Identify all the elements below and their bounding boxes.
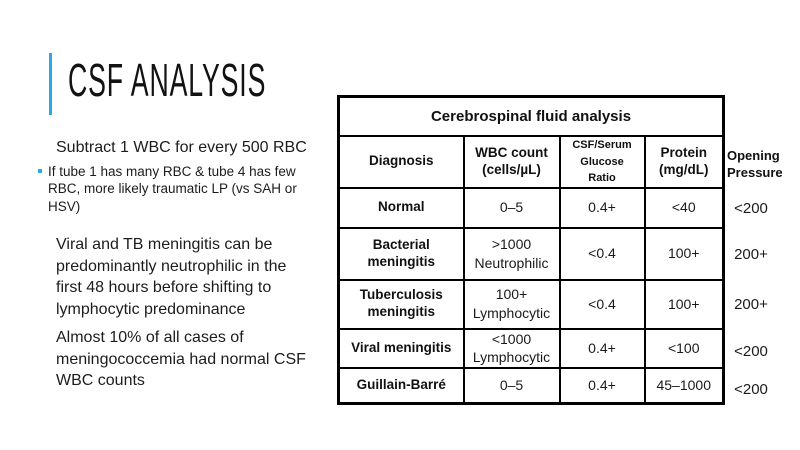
opening-pressure-header: Opening Pressure bbox=[727, 148, 783, 180]
note-subtract-wbc: Subtract 1 WBC for every 500 RBC bbox=[56, 139, 307, 156]
note-traumatic-lp: If tube 1 has many RBC & tube 4 has few … bbox=[48, 163, 297, 214]
note-viral-tb-meningitis: Viral and TB meningitis can be predomina… bbox=[56, 236, 287, 318]
glucose-cell: <0.4 bbox=[558, 226, 646, 281]
csf-analysis-table: Cerebrospinal fluid analysis Diagnosis W… bbox=[337, 95, 725, 405]
opening-pressure-value: 200+ bbox=[734, 296, 768, 313]
protein-cell: 100+ bbox=[643, 278, 725, 330]
wbc-cell: <1000 Lymphocytic bbox=[462, 327, 561, 370]
table-row-normal: Normal 0–5 0.4+ <40 bbox=[337, 186, 725, 229]
opening-pressure-value: 200+ bbox=[734, 246, 768, 263]
notes-panel: Subtract 1 WBC for every 500 RBC If tube… bbox=[38, 137, 338, 392]
protein-cell: <40 bbox=[643, 186, 725, 229]
diagnosis-cell: Tuberculosis meningitis bbox=[337, 278, 465, 330]
protein-cell: 100+ bbox=[643, 226, 725, 281]
wbc-cell: 100+ Lymphocytic bbox=[462, 278, 561, 330]
note-meningococcemia: Almost 10% of all cases of meningococcem… bbox=[56, 329, 306, 389]
bullet-square-icon bbox=[38, 168, 42, 173]
protein-cell: 45–1000 bbox=[643, 367, 725, 405]
glucose-cell: 0.4+ bbox=[558, 327, 646, 370]
glucose-cell: <0.4 bbox=[558, 278, 646, 330]
diagnosis-cell: Viral meningitis bbox=[337, 327, 465, 370]
glucose-cell: 0.4+ bbox=[558, 367, 646, 405]
table-header-row: Diagnosis WBC count (cells/µL) CSF/Serum… bbox=[337, 135, 725, 189]
wbc-cell: 0–5 bbox=[462, 367, 561, 405]
opening-pressure-value: <200 bbox=[734, 381, 768, 398]
protein-cell: <100 bbox=[643, 327, 725, 370]
note-sub-bullet-item: If tube 1 has many RBC & tube 4 has few … bbox=[38, 163, 338, 216]
table-row-tuberculosis-meningitis: Tuberculosis meningitis 100+ Lymphocytic… bbox=[337, 278, 725, 330]
diagnosis-cell: Normal bbox=[337, 186, 465, 229]
opening-pressure-value: <200 bbox=[734, 200, 768, 217]
wbc-cell: >1000 Neutrophilic bbox=[462, 226, 561, 281]
header-wbc-count: WBC count (cells/µL) bbox=[462, 135, 561, 189]
table-title-row: Cerebrospinal fluid analysis bbox=[337, 95, 725, 137]
opening-pressure-value: <200 bbox=[734, 343, 768, 360]
glucose-cell: 0.4+ bbox=[558, 186, 646, 229]
table-row-viral-meningitis: Viral meningitis <1000 Lymphocytic 0.4+ … bbox=[337, 327, 725, 370]
diagnosis-cell: Guillain-Barré bbox=[337, 367, 465, 405]
table-title: Cerebrospinal fluid analysis bbox=[337, 95, 725, 137]
diagnosis-cell: Bacterial meningitis bbox=[337, 226, 465, 281]
title-accent-bar bbox=[49, 53, 52, 115]
table-row-guillain-barre: Guillain-Barré 0–5 0.4+ 45–1000 bbox=[337, 367, 725, 405]
page-title: CSF ANALYSIS bbox=[68, 54, 267, 106]
header-diagnosis: Diagnosis bbox=[337, 135, 465, 189]
header-protein: Protein (mg/dL) bbox=[643, 135, 725, 189]
table-row-bacterial-meningitis: Bacterial meningitis >1000 Neutrophilic … bbox=[337, 226, 725, 281]
header-glucose-ratio: CSF/Serum Glucose Ratio bbox=[558, 135, 646, 189]
wbc-cell: 0–5 bbox=[462, 186, 561, 229]
